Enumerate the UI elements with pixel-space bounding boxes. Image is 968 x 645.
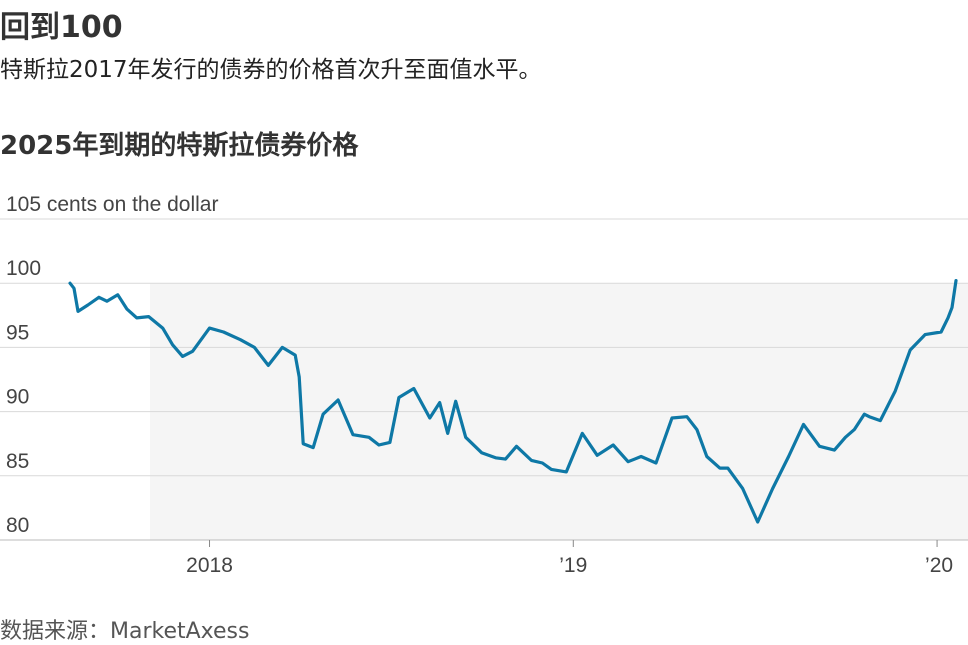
- y-tick-label-85: 85: [6, 450, 29, 473]
- y-tick-label-90: 90: [6, 386, 29, 409]
- headline: 回到100: [0, 10, 123, 45]
- y-axis-labels: 105 cents on the dollar 100 95 90 85 80: [6, 193, 218, 537]
- gridlines: [0, 218, 968, 541]
- y-tick-label-80: 80: [6, 514, 29, 537]
- x-tick-label-1: ’19: [559, 554, 587, 577]
- y-tick-label-95: 95: [6, 321, 29, 344]
- bond-price-line: [68, 279, 958, 524]
- source-note: 数据来源：MarketAxess: [0, 619, 250, 644]
- chart-title: 2025年到期的特斯拉债券价格: [0, 131, 359, 161]
- line-chart: 105 cents on the dollar 100 95 90 85 80 2018 ’…: [0, 193, 968, 577]
- x-tick-label-0: 2018: [186, 554, 233, 577]
- x-tick-label-2: ’20: [925, 554, 953, 577]
- y-tick-label-100: 100: [6, 257, 41, 280]
- subheadline: 特斯拉2017年发行的债券的价格首次升至面值水平。: [0, 57, 542, 83]
- y-tick-label-105: 105 cents on the dollar: [6, 193, 218, 216]
- x-axis-labels: 2018 ’19 ’20: [186, 540, 953, 577]
